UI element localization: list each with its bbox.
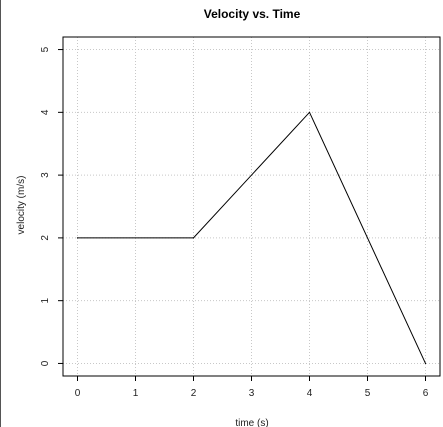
x-tick-label: 4 xyxy=(307,388,313,399)
y-tick-label: 5 xyxy=(40,46,51,52)
series-layer xyxy=(76,111,427,365)
y-axis: 0 1 2 3 4 5 xyxy=(40,46,63,366)
x-tick-label: 5 xyxy=(365,388,371,399)
data-point xyxy=(76,237,79,239)
velocity-line xyxy=(77,111,426,364)
y-tick-label: 0 xyxy=(40,360,51,366)
y-tick-label: 4 xyxy=(40,109,51,115)
y-axis-label: velocity (m/s) xyxy=(16,176,27,235)
x-axis-label: time (s) xyxy=(235,418,268,427)
x-axis: 0 1 2 3 4 5 6 xyxy=(75,376,429,399)
x-tick-label: 3 xyxy=(249,388,255,399)
data-point xyxy=(308,111,311,113)
y-tick-label: 1 xyxy=(40,297,51,303)
x-tick-label: 2 xyxy=(191,388,197,399)
y-tick-label: 2 xyxy=(40,235,51,241)
data-point xyxy=(424,362,427,365)
x-tick-label: 0 xyxy=(75,388,81,399)
x-tick-label: 6 xyxy=(423,388,429,399)
chart-title: Velocity vs. Time xyxy=(204,7,301,21)
grid-lines xyxy=(63,37,440,376)
x-tick-label: 1 xyxy=(133,388,139,399)
y-tick-label: 3 xyxy=(40,172,51,178)
data-point xyxy=(192,237,195,239)
